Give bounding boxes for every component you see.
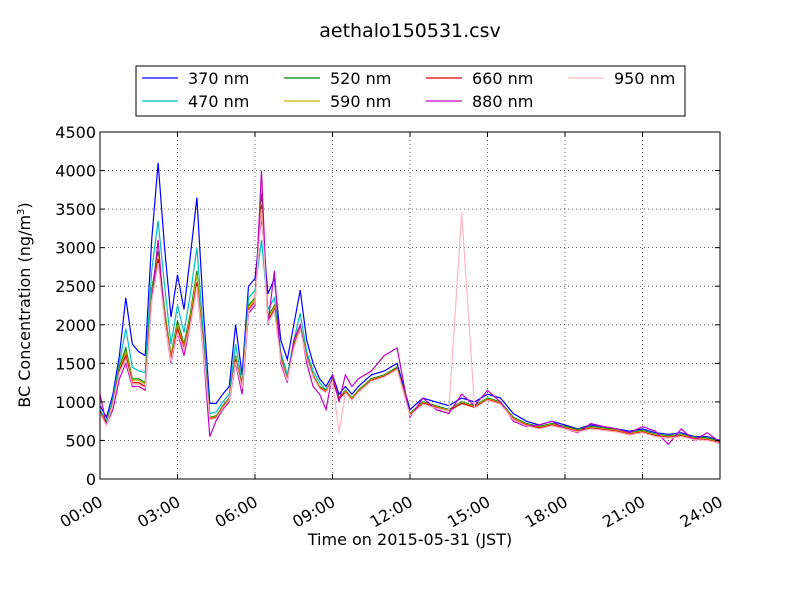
x-axis: 00:00 03:00 06:00 09:00 12:00 15:00 18:00 21:00… [57,132,726,532]
x-tick-label: 12:00 [367,492,416,532]
y-tick-label: 1500 [55,354,96,373]
series-line-370-nm [99,162,721,441]
y-tick-label: 500 [65,431,96,450]
y-axis: 0 500 1000 1500 2000 2500 3000 3500 4000 4500 [55,123,720,489]
legend-label: 520 nm [330,69,391,88]
y-axis-label-main: BC Concentration (ng/m [15,215,34,408]
x-axis-label: Time on 2015-05-31 (JST) [307,530,512,549]
x-tick-label: 15:00 [444,492,493,532]
legend-box [135,65,686,117]
y-axis-label-suffix: ) [15,202,34,208]
x-tick-label: 21:00 [599,492,648,532]
x-tick-label: 00:00 [57,492,106,532]
y-tick-label: 4500 [55,123,96,142]
legend-label: 950 nm [614,69,675,88]
legend-label: 470 nm [188,92,249,111]
y-axis-label: BC Concentration (ng/m3) [15,202,34,407]
y-tick-label: 0 [86,470,96,489]
y-tick-label: 2000 [55,316,96,335]
legend-label: 660 nm [472,69,533,88]
y-tick-label: 2500 [55,277,96,296]
x-tick-label: 18:00 [522,492,571,532]
y-tick-label: 4000 [55,162,96,181]
y-axis-label-sup: 3 [16,209,27,215]
x-tick-label: 06:00 [212,492,261,532]
legend: 370 nm 470 nm 520 nm 590 nm 660 nm 880 nm 950 … [135,65,686,117]
x-tick-label: 24:00 [677,492,726,532]
y-tick-label: 1000 [55,393,96,412]
y-tick-label: 3500 [55,200,96,219]
chart-title: aethalo150531.csv [319,20,501,42]
series-line-950-nm [99,209,721,445]
legend-label: 590 nm [330,92,391,111]
legend-label: 370 nm [188,69,249,88]
x-tick-label: 03:00 [134,492,183,532]
y-tick-label: 3000 [55,239,96,258]
plot-lines [99,162,721,446]
legend-label: 880 nm [472,92,533,111]
x-tick-label: 09:00 [289,492,338,532]
